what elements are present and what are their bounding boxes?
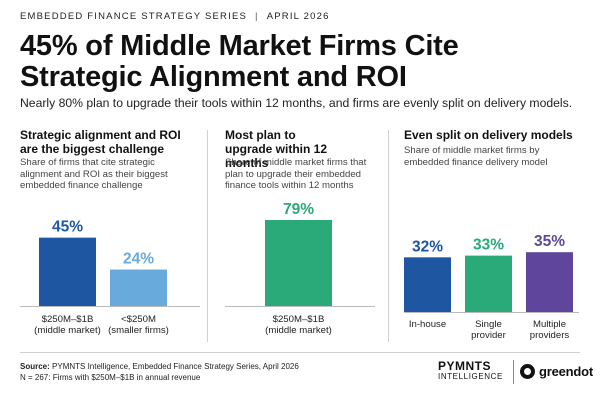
category-label-1: (smaller firms) — [108, 325, 169, 336]
footer-divider — [20, 352, 580, 353]
category-label-0: $250M–$1B — [42, 314, 94, 325]
bar-1 — [465, 255, 512, 312]
category-label-0: (middle market) — [265, 325, 332, 336]
bar-1 — [110, 269, 167, 306]
category-label-1: provider — [471, 330, 506, 341]
data-label-0: 79% — [283, 201, 314, 218]
source-note: Source: PYMNTS Intelligence, Embedded Fi… — [20, 362, 299, 383]
page-subtitle: Nearly 80% plan to upgrade their tools w… — [20, 96, 573, 110]
panel-title: Strategic alignment and ROI are the bigg… — [20, 128, 181, 156]
category-label-1: Single — [475, 319, 502, 330]
data-label-2: 35% — [534, 233, 565, 250]
category-label-2: providers — [530, 330, 570, 341]
panel-description: Share of middle market firms by embedded… — [404, 145, 548, 168]
page-title: 45% of Middle Market Firms Cite Strategi… — [20, 30, 459, 93]
bar-0 — [265, 220, 332, 306]
data-label-1: 33% — [473, 237, 504, 254]
category-label-0: $250M–$1B — [273, 314, 325, 325]
source-text: PYMNTS Intelligence, Embedded Finance St… — [49, 362, 299, 371]
panel-description: Share of middle market firms that plan t… — [225, 157, 367, 192]
bar-2 — [526, 252, 573, 312]
bar-0 — [39, 237, 96, 306]
chart-panel-delivery: Even split on delivery models Share of m… — [404, 128, 584, 348]
logo-divider — [513, 360, 514, 384]
bar-chart-challenge: 45% $250M–$1B(middle market) 24% <$250M(sma… — [20, 219, 200, 336]
chart-panel-upgrade: Most plan to upgrade within 12 months Sh… — [225, 128, 380, 348]
series-separator: | — [255, 11, 259, 22]
series-label: EMBEDDED FINANCE STRATEGY SERIES | APRIL 2… — [20, 11, 330, 22]
panel-description: Share of firms that cite strategic align… — [20, 157, 168, 192]
greendot-icon — [520, 364, 535, 379]
greendot-logo: greendot — [520, 364, 593, 379]
category-label-2: Multiple — [533, 319, 566, 330]
panel-divider — [388, 130, 389, 342]
series-date: APRIL 2026 — [266, 11, 330, 22]
bar-0 — [404, 257, 451, 312]
category-label-0: In-house — [409, 319, 446, 330]
category-label-0: (middle market) — [34, 325, 101, 336]
panel-divider — [207, 130, 208, 342]
category-label-1: <$250M — [121, 314, 156, 325]
pymnts-logo: PYMNTS INTELLIGENCE — [438, 359, 503, 381]
bar-chart-upgrade: 79% $250M–$1B(middle market) — [225, 201, 375, 336]
data-label-1: 24% — [123, 251, 154, 268]
data-label-0: 45% — [52, 219, 83, 236]
source-label: Source: — [20, 362, 50, 371]
panel-title: Most plan to upgrade within 12 months — [225, 128, 328, 170]
sample-note: N = 267: Firms with $250M–$1B in annual … — [20, 372, 201, 382]
data-label-0: 32% — [412, 238, 443, 255]
panel-title: Even split on delivery models — [404, 128, 573, 142]
chart-panel-challenge: Strategic alignment and ROI are the bigg… — [20, 128, 200, 348]
